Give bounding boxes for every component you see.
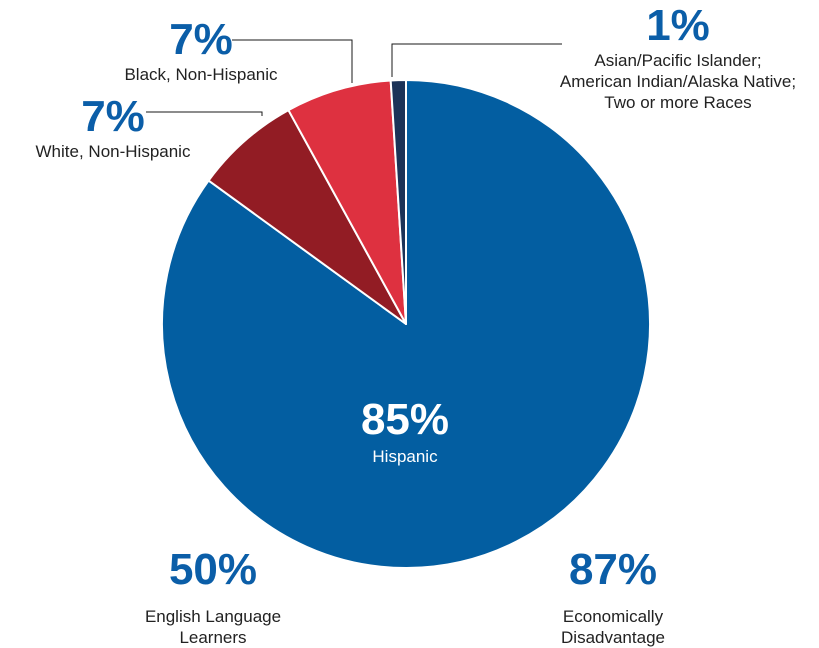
stat-pct-english-learners: 50%	[168, 545, 258, 594]
slice-pct-black: 7%	[169, 15, 233, 64]
slice-pct-hispanic: 85%	[360, 395, 450, 444]
pie-slice-2	[287, 79, 407, 325]
pie-slice-3	[389, 79, 407, 325]
slice-pct-other: 1%	[646, 1, 710, 50]
leader-line-white	[146, 111, 263, 116]
stat-english-learners: 50% English Language Learners	[118, 548, 308, 648]
slice-label-black: 7% Black, Non-Hispanic	[96, 18, 306, 85]
slice-name-hispanic: Hispanic	[372, 447, 438, 466]
slice-label-hispanic: 85% Hispanic	[330, 398, 480, 467]
leader-line-black	[232, 39, 353, 83]
pie-slice-0	[161, 79, 651, 569]
slice-label-other: 1% Asian/Pacific Islander; American Indi…	[549, 4, 807, 113]
stat-label-economically-disadvantage: Economically Disadvantage	[561, 607, 665, 647]
stat-label-english-learners: English Language Learners	[144, 607, 282, 647]
stat-economically-disadvantage: 87% Economically Disadvantage	[515, 548, 711, 648]
stat-pct-economically-disadvantage: 87%	[568, 545, 658, 594]
slice-name-white: White, Non-Hispanic	[35, 142, 191, 161]
slice-name-black: Black, Non-Hispanic	[124, 65, 278, 84]
slice-label-white: 7% White, Non-Hispanic	[8, 95, 218, 162]
pie-slice-1	[207, 109, 407, 325]
leader-line-asian	[391, 43, 562, 77]
pie-slices	[161, 79, 651, 569]
slice-name-other: Asian/Pacific Islander; American Indian/…	[559, 51, 797, 112]
slice-pct-white: 7%	[81, 92, 145, 141]
